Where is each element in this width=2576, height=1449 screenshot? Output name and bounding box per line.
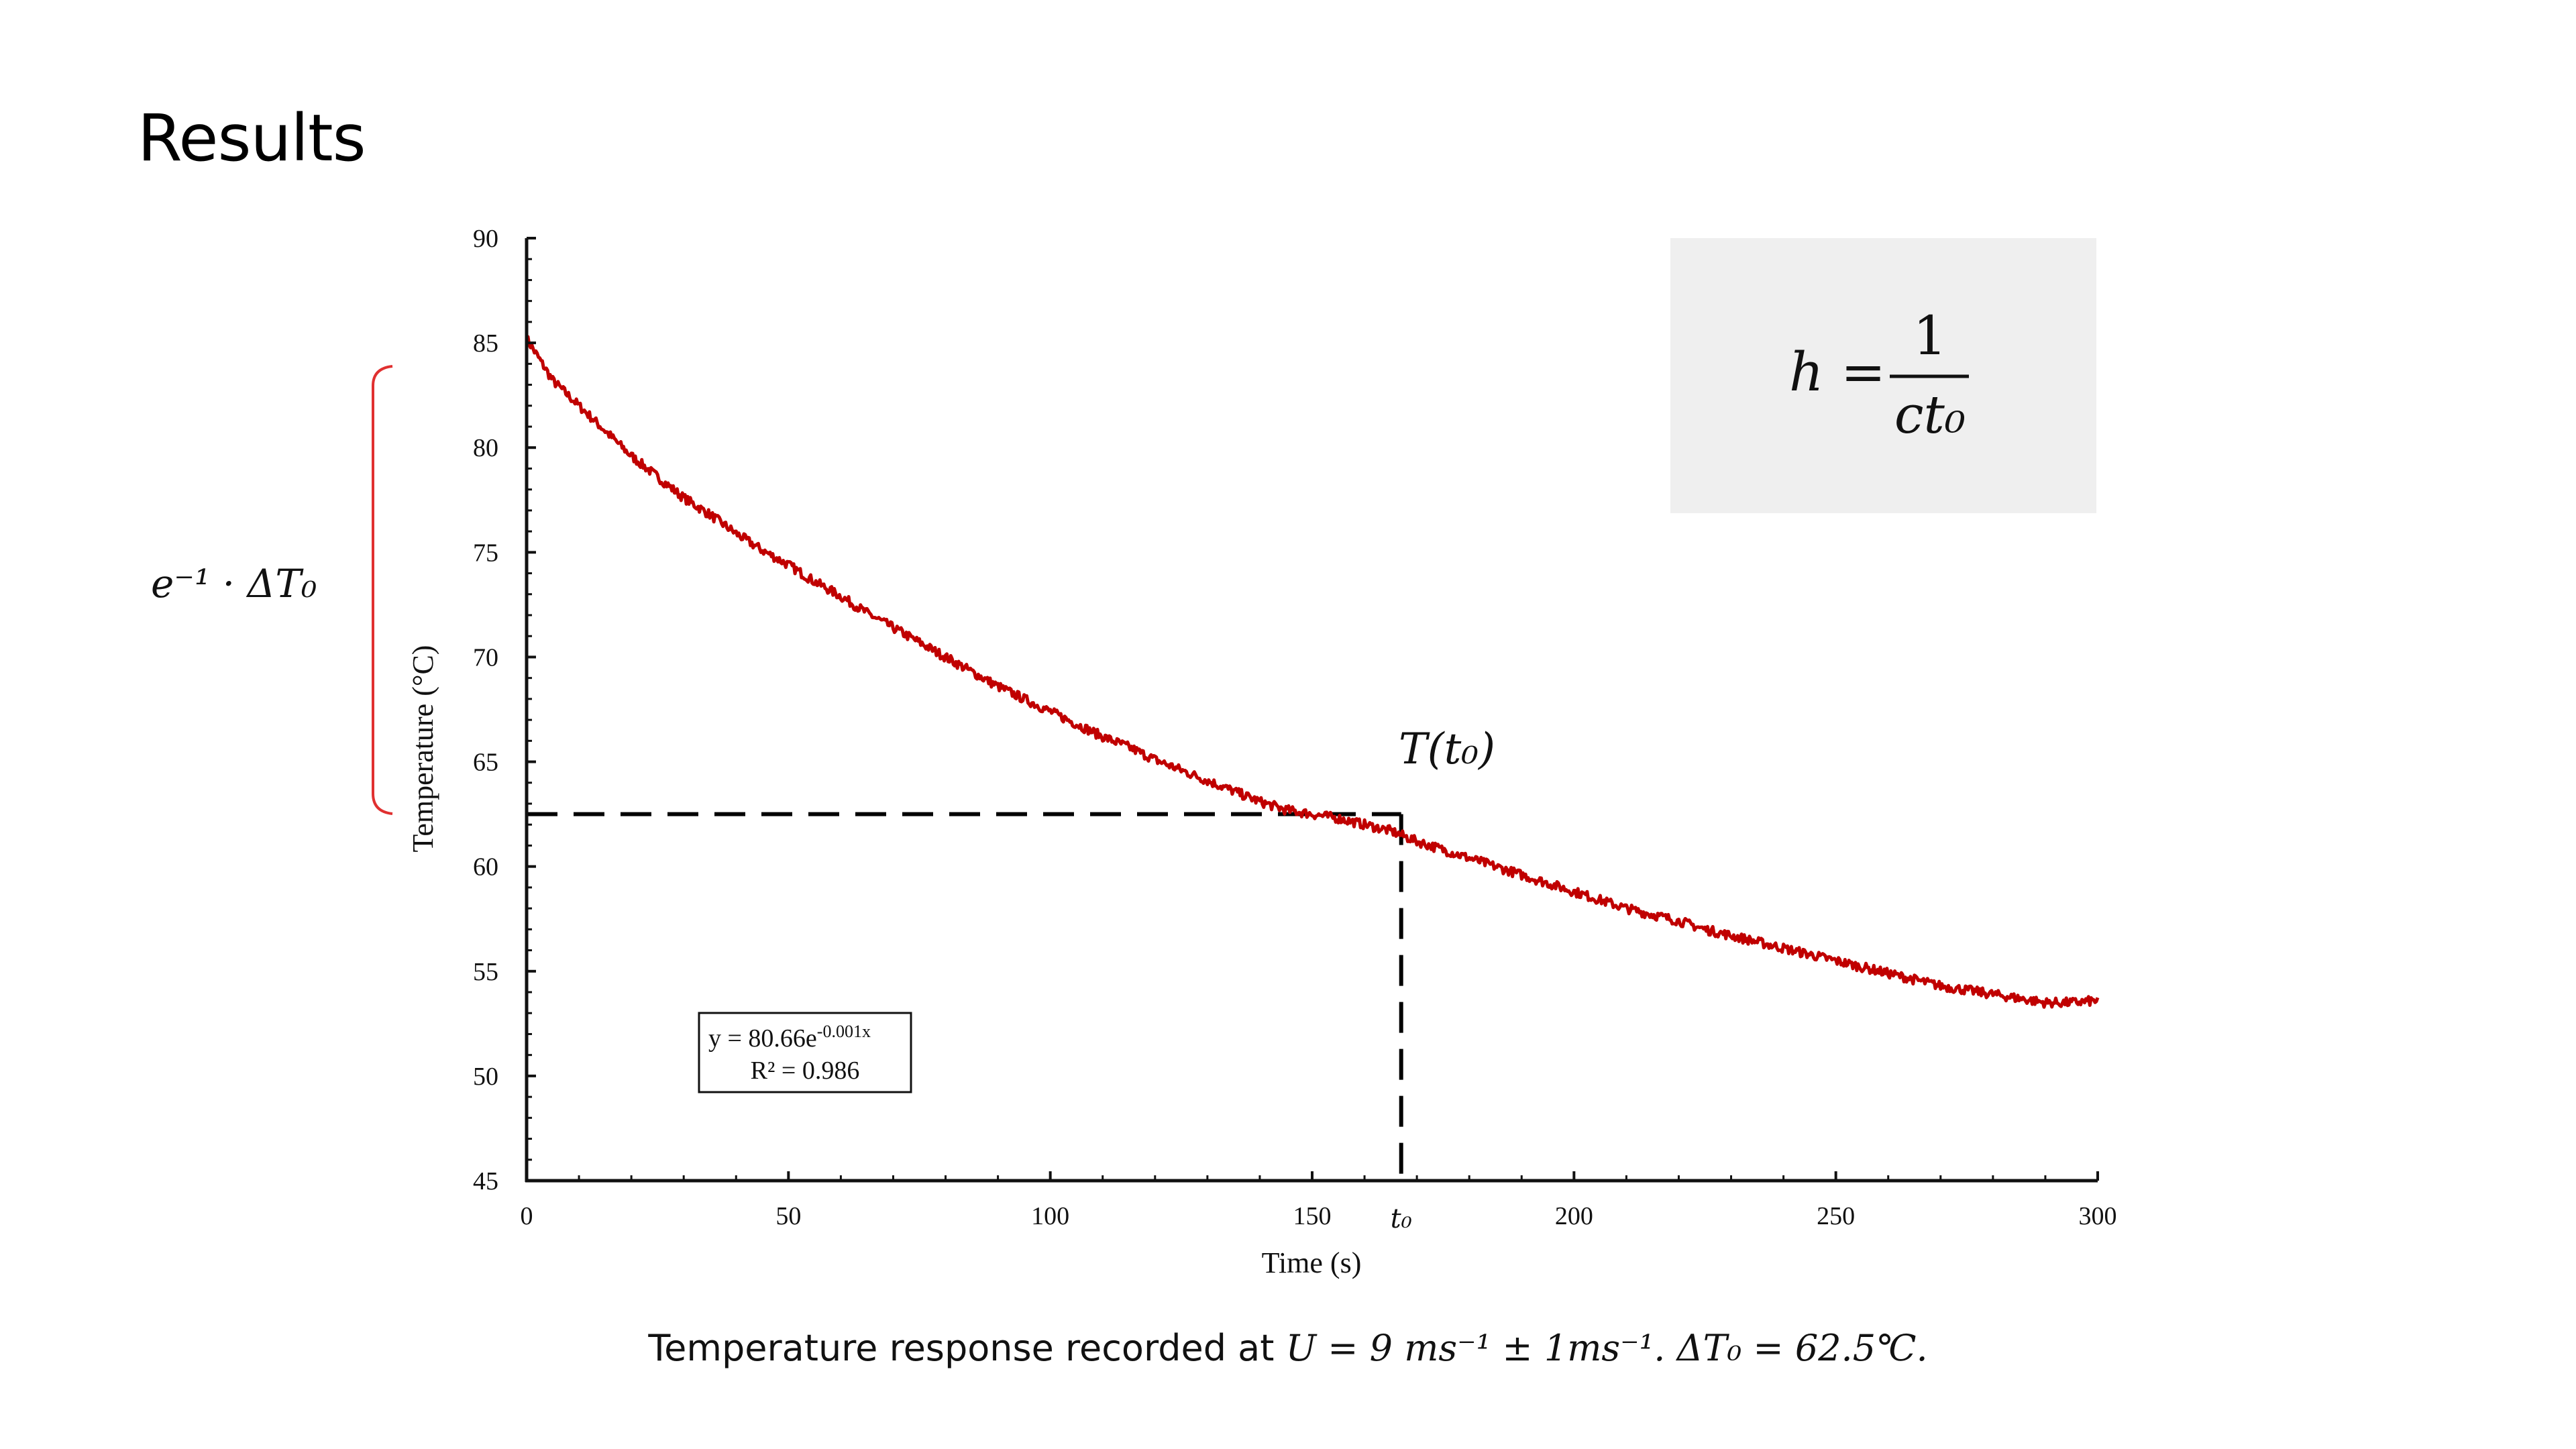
x-tick-label: 0	[521, 1202, 533, 1230]
point-label: T(t₀)	[1399, 724, 1495, 774]
formula-denominator: ct₀	[1894, 385, 1966, 445]
series-layer	[525, 335, 2100, 1009]
x-tick-label: 100	[1031, 1202, 1069, 1230]
x-tick-label: 200	[1555, 1202, 1593, 1230]
y-axis-label: Temperature (°C)	[407, 645, 439, 853]
t0-tick-label: t₀	[1391, 1203, 1412, 1234]
bracket-label: e⁻¹ · ΔT₀	[151, 561, 317, 606]
trendline-exponent: -0.001x	[817, 1022, 871, 1041]
caption-text: Temperature response recorded at	[648, 1327, 1286, 1369]
x-tick-label: 150	[1293, 1202, 1332, 1230]
x-tick-label: 250	[1817, 1202, 1855, 1230]
formula-numerator: 1	[1913, 305, 1947, 367]
x-tick-label: 300	[2079, 1202, 2117, 1230]
temperature-series-line	[525, 335, 2100, 1009]
range-bracket	[372, 365, 393, 815]
y-tick-label: 85	[473, 329, 498, 358]
trendline-box: y = 80.66e-0.001x R² = 0.986	[698, 1012, 912, 1093]
y-tick-label: 70	[473, 643, 498, 672]
y-tick-label: 80	[473, 434, 498, 462]
t0-guides	[527, 812, 1403, 1181]
x-axis-ticks: 0 50 100 150 200 250 300	[521, 1171, 2117, 1230]
y-tick-label: 55	[473, 958, 498, 986]
y-tick-label: 90	[473, 225, 498, 253]
y-tick-label: 60	[473, 853, 498, 881]
formula-box: h = 1 ct₀	[1670, 238, 2096, 513]
trendline-r2: R² = 0.986	[751, 1057, 860, 1085]
formula-lhs: h =	[1789, 341, 1886, 403]
y-tick-label: 50	[473, 1063, 498, 1091]
y-tick-label: 45	[473, 1167, 498, 1195]
caption-math: U = 9 ms⁻¹ ± 1ms⁻¹. ΔT₀ = 62.5℃.	[1285, 1327, 1928, 1369]
y-tick-label: 65	[473, 749, 498, 777]
slide-title: Results	[138, 101, 366, 176]
svg-text:y = 80.66e-0.001x: y = 80.66e-0.001x	[708, 1022, 871, 1053]
trendline-equation: y = 80.66e	[708, 1024, 817, 1053]
figure-caption: Temperature response recorded at U = 9 m…	[0, 1327, 2576, 1369]
y-axis-ticks: 45 50 55 60 65 70 75 80 85 90	[473, 225, 536, 1195]
y-tick-label: 75	[473, 539, 498, 567]
x-axis-label: Time (s)	[1262, 1246, 1362, 1279]
x-tick-label: 50	[775, 1202, 801, 1230]
